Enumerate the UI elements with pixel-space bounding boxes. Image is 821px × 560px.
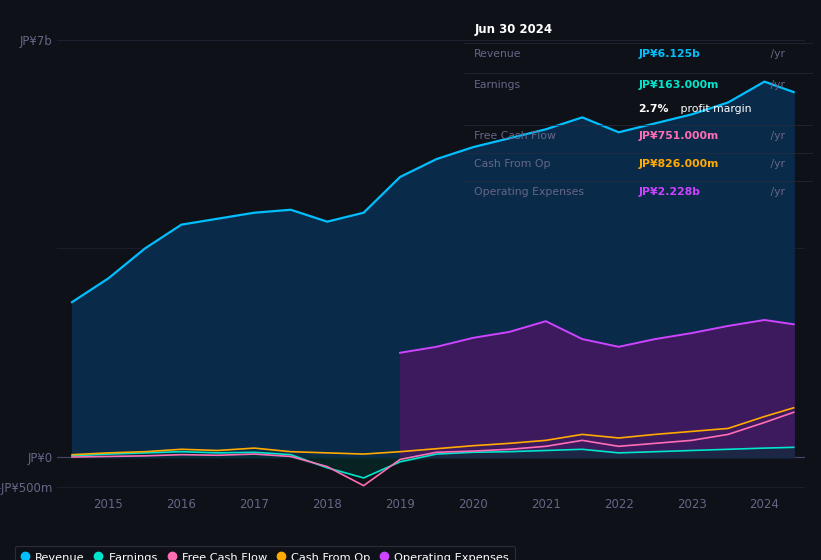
- Text: Free Cash Flow: Free Cash Flow: [475, 131, 556, 141]
- Text: JP¥163.000m: JP¥163.000m: [639, 80, 718, 90]
- Text: /yr: /yr: [768, 49, 786, 59]
- Text: JP¥826.000m: JP¥826.000m: [639, 159, 718, 169]
- Text: JP¥2.228b: JP¥2.228b: [639, 188, 700, 197]
- Text: Revenue: Revenue: [475, 49, 522, 59]
- Text: Cash From Op: Cash From Op: [475, 159, 551, 169]
- Text: JP¥751.000m: JP¥751.000m: [639, 131, 718, 141]
- Text: /yr: /yr: [768, 188, 786, 197]
- Text: profit margin: profit margin: [677, 104, 751, 114]
- Text: 2.7%: 2.7%: [639, 104, 669, 114]
- Text: /yr: /yr: [768, 159, 786, 169]
- Legend: Revenue, Earnings, Free Cash Flow, Cash From Op, Operating Expenses: Revenue, Earnings, Free Cash Flow, Cash …: [15, 546, 515, 560]
- Text: JP¥6.125b: JP¥6.125b: [639, 49, 700, 59]
- Text: /yr: /yr: [768, 80, 786, 90]
- Text: /yr: /yr: [768, 131, 786, 141]
- Text: Operating Expenses: Operating Expenses: [475, 188, 585, 197]
- Text: Earnings: Earnings: [475, 80, 521, 90]
- Text: Jun 30 2024: Jun 30 2024: [475, 24, 553, 36]
